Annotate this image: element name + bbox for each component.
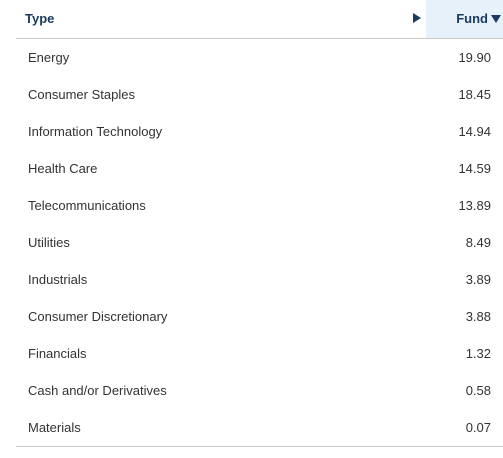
table-row: Consumer Staples 18.45	[16, 76, 503, 113]
cell-fund: 14.59	[458, 161, 491, 176]
table-row: Cash and/or Derivatives 0.58	[16, 372, 503, 409]
table-row: Consumer Discretionary 3.88	[16, 298, 503, 335]
table-row: Utilities 8.49	[16, 224, 503, 261]
table-row: Financials 1.32	[16, 335, 503, 372]
cell-fund: 8.49	[465, 235, 491, 250]
column-header-fund-label: Fund	[456, 11, 488, 26]
cell-type: Cash and/or Derivatives	[28, 383, 167, 398]
cell-type: Utilities	[28, 235, 70, 250]
sort-descending-icon	[491, 15, 501, 23]
table-row: Health Care 14.59	[16, 150, 503, 187]
cell-type: Telecommunications	[28, 198, 146, 213]
cell-type: Health Care	[28, 161, 98, 176]
table-row: Industrials 3.89	[16, 261, 503, 298]
cell-fund: 3.88	[465, 309, 491, 324]
sector-table: Type Fund Energy 19.90 Consumer Staples …	[16, 0, 503, 447]
cell-type: Industrials	[28, 272, 88, 287]
cell-fund: 18.45	[458, 87, 491, 102]
cell-fund: 1.32	[465, 346, 491, 361]
cell-type: Consumer Staples	[28, 87, 135, 102]
cell-type: Materials	[28, 420, 81, 435]
column-header-fund[interactable]: Fund	[426, 0, 503, 38]
table-row: Materials 0.07	[16, 409, 503, 447]
column-header-type[interactable]: Type	[25, 11, 55, 26]
cell-fund: 0.58	[465, 383, 491, 398]
table-body: Energy 19.90 Consumer Staples 18.45 Info…	[16, 39, 503, 447]
cell-fund: 19.90	[458, 50, 491, 65]
table-row: Telecommunications 13.89	[16, 187, 503, 224]
table-row: Information Technology 14.94	[16, 113, 503, 150]
cell-fund: 14.94	[458, 124, 491, 139]
cell-type: Energy	[28, 50, 70, 65]
cell-type: Consumer Discretionary	[28, 309, 168, 324]
table-row: Energy 19.90	[16, 39, 503, 76]
cell-fund: 0.07	[465, 420, 491, 435]
cell-type: Financials	[28, 346, 87, 361]
scroll-right-arrow-icon[interactable]	[413, 13, 421, 23]
cell-fund: 13.89	[458, 198, 491, 213]
cell-fund: 3.89	[465, 272, 491, 287]
cell-type: Information Technology	[28, 124, 163, 139]
table-header: Type Fund	[16, 0, 503, 39]
